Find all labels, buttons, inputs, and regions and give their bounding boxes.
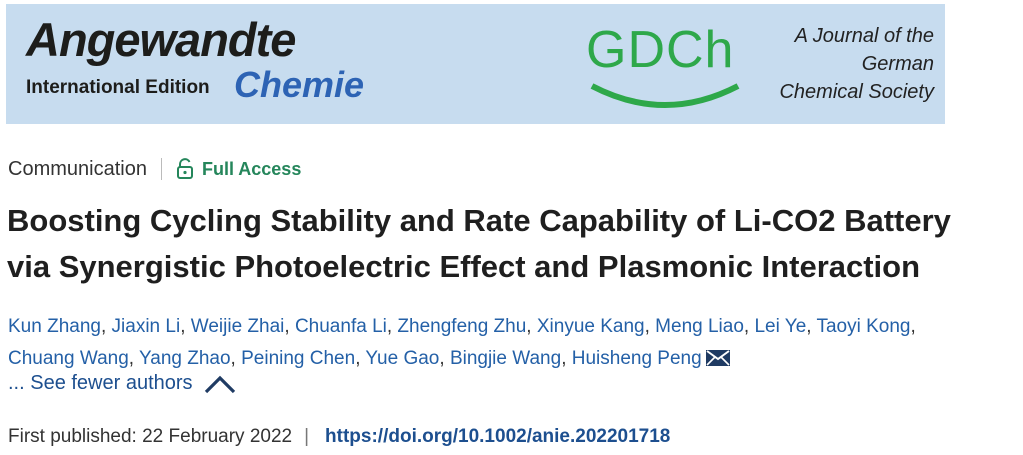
society-tagline: A Journal of the German Chemical Society [766, 22, 934, 106]
author-link[interactable]: Weijie Zhai [190, 316, 285, 337]
mail-icon[interactable] [705, 350, 730, 366]
chevron-up-icon [204, 375, 235, 393]
article-meta: Communication Full Access [8, 155, 301, 183]
doi-link[interactable]: https://doi.org/10.1002/anie.202201718 [325, 426, 671, 447]
article-type: Communication [8, 157, 147, 180]
tagline-line: Chemical Society [779, 81, 934, 103]
divider [160, 158, 162, 180]
divider: | [304, 426, 310, 447]
access-badge: Full Access [201, 158, 302, 179]
author-link[interactable]: Peining Chen [241, 348, 356, 369]
author-link[interactable]: Lei Ye [754, 316, 807, 337]
author-link[interactable]: Yang Zhao [138, 348, 231, 369]
published-date: First published: 22 February 2022 [8, 426, 293, 447]
journal-name-angewandte: Angewandte [26, 13, 296, 66]
author-link[interactable]: Kun Zhang [8, 316, 101, 337]
publication-info: First published: 22 February 2022 | http… [8, 426, 670, 448]
author-link[interactable]: Taoyi Kong [816, 316, 911, 337]
edition-label: International Edition [26, 77, 210, 98]
lock-open-icon [176, 158, 193, 179]
author-link[interactable]: Chuanfa Li [294, 316, 387, 337]
author-link[interactable]: Jiaxin Li [111, 316, 181, 337]
author-line: Chuang Wang, Yang Zhao, Peining Chen, Yu… [8, 343, 1023, 375]
tagline-line: A Journal of the [794, 25, 934, 47]
author-link[interactable]: Xinyue Kang [536, 316, 645, 337]
author-line: Kun Zhang, Jiaxin Li, Weijie Zhai, Chuan… [8, 316, 916, 337]
title-line: Boosting Cycling Stability and Rate Capa… [7, 203, 951, 238]
author-link[interactable]: Huisheng Peng [571, 348, 702, 369]
author-link[interactable]: Chuang Wang [8, 348, 129, 369]
title-line: via Synergistic Photoelectric Effect and… [7, 249, 921, 284]
gdch-logo: GDCh [586, 20, 744, 112]
author-list: Kun Zhang, Jiaxin Li, Weijie Zhai, Chuan… [8, 311, 1023, 375]
journal-banner[interactable]: Angewandte International Edition Chemie … [6, 4, 945, 124]
journal-name-chemie: Chemie [234, 64, 365, 105]
tagline-line: German [861, 53, 934, 75]
author-link[interactable]: Meng Liao [655, 316, 744, 337]
gdch-logo-text: GDCh [586, 21, 735, 79]
author-link[interactable]: Yue Gao [365, 348, 440, 369]
author-link[interactable]: Zhengfeng Zhu [397, 316, 527, 337]
see-fewer-label: ... See fewer authors [8, 372, 193, 394]
gdch-arc [590, 83, 740, 108]
see-fewer-authors-toggle[interactable]: ... See fewer authors [8, 372, 237, 395]
author-link[interactable]: Bingjie Wang [449, 348, 562, 369]
article-title: Boosting Cycling Stability and Rate Capa… [7, 198, 1017, 290]
